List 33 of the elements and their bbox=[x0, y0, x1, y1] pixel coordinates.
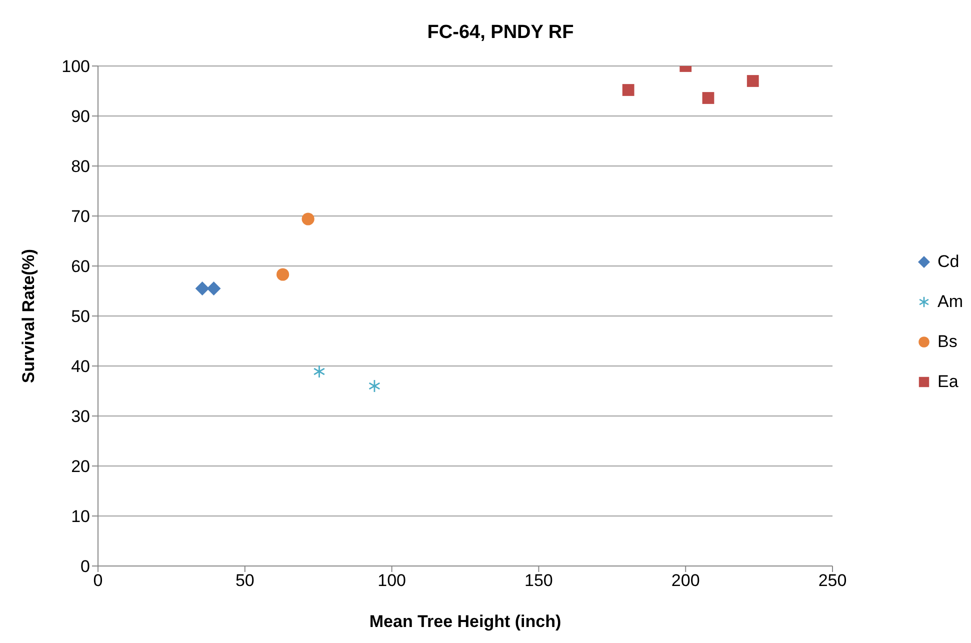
point bbox=[313, 364, 326, 378]
y-tick-label: 50 bbox=[71, 307, 90, 326]
legend-label: Bs bbox=[938, 332, 958, 352]
y-tick-label: 0 bbox=[80, 557, 90, 576]
legend-label: Am bbox=[938, 292, 963, 312]
chart-title: FC-64, PNDY RF bbox=[426, 22, 575, 43]
point bbox=[206, 282, 221, 296]
y-tick-label: 30 bbox=[71, 407, 90, 426]
point bbox=[195, 282, 210, 296]
y-tick-label: 90 bbox=[71, 107, 90, 126]
y-tick-label: 60 bbox=[71, 257, 90, 276]
x-tick-label: 100 bbox=[378, 571, 406, 590]
x-tick-label: 200 bbox=[671, 571, 700, 590]
point bbox=[276, 268, 290, 281]
x-tick-label: 50 bbox=[235, 571, 254, 590]
y-tick-label: 40 bbox=[71, 357, 90, 376]
x-tick-label: 150 bbox=[524, 571, 553, 590]
legend-label: Ea bbox=[938, 372, 958, 392]
y-tick-label: 100 bbox=[62, 57, 90, 76]
y-axis-title: Survival Rate(%) bbox=[19, 248, 38, 384]
y-tick-label: 10 bbox=[71, 507, 90, 526]
point bbox=[368, 379, 380, 393]
x-axis-title: Mean Tree Height (inch) bbox=[369, 612, 562, 631]
legend-label: Cd bbox=[938, 252, 960, 272]
x-tick-label: 250 bbox=[818, 571, 847, 590]
point bbox=[746, 75, 759, 87]
y-tick-label: 20 bbox=[71, 457, 90, 476]
x-tick-label: 0 bbox=[93, 571, 103, 590]
point bbox=[302, 212, 314, 226]
y-tick-label: 80 bbox=[71, 157, 90, 176]
point bbox=[702, 92, 714, 104]
point bbox=[622, 84, 634, 96]
y-tick-label: 70 bbox=[71, 207, 90, 226]
